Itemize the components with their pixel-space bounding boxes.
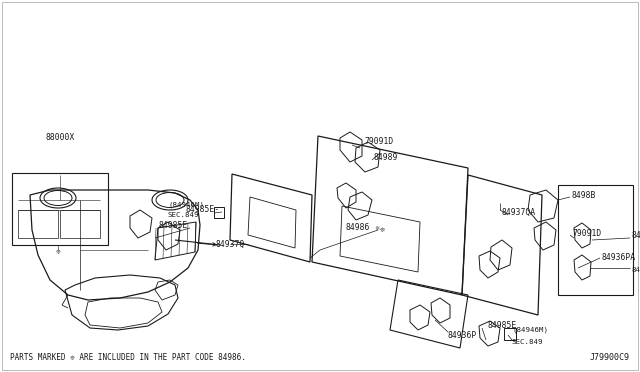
Text: ❊: ❊ xyxy=(371,225,380,231)
Text: J79900C9: J79900C9 xyxy=(590,353,630,362)
Text: ❊: ❊ xyxy=(380,225,385,234)
Text: 84985E-: 84985E- xyxy=(186,205,220,215)
Text: PARTS MARKED ❊ ARE INCLUDED IN THE PART CODE 84986.: PARTS MARKED ❊ ARE INCLUDED IN THE PART … xyxy=(10,353,246,362)
Text: SEC.849: SEC.849 xyxy=(512,339,543,345)
Bar xyxy=(18,210,58,238)
Text: (84946M): (84946M) xyxy=(168,202,204,208)
Text: 84936PA: 84936PA xyxy=(602,253,636,263)
Text: 8498B: 8498B xyxy=(572,190,596,199)
Text: SEC.849: SEC.849 xyxy=(168,212,200,218)
Bar xyxy=(12,173,108,245)
Text: 84936P: 84936P xyxy=(448,330,477,340)
Text: 79091D: 79091D xyxy=(364,138,393,147)
Text: 84985E: 84985E xyxy=(632,231,640,240)
Text: 84986B+A: 84986B+A xyxy=(632,267,640,273)
Text: 84989: 84989 xyxy=(373,154,397,163)
Text: (84946M): (84946M) xyxy=(512,327,548,333)
Text: 84937Q: 84937Q xyxy=(216,240,245,248)
Text: ❊: ❊ xyxy=(56,247,60,257)
Text: 79091D: 79091D xyxy=(572,228,601,237)
Bar xyxy=(60,210,100,238)
Bar xyxy=(558,185,633,295)
Text: 84986: 84986 xyxy=(346,224,370,232)
Text: 84937QA: 84937QA xyxy=(502,208,536,217)
Text: 84985E: 84985E xyxy=(159,221,188,231)
Text: 88000X: 88000X xyxy=(45,134,75,142)
Text: 84985E: 84985E xyxy=(487,321,516,330)
